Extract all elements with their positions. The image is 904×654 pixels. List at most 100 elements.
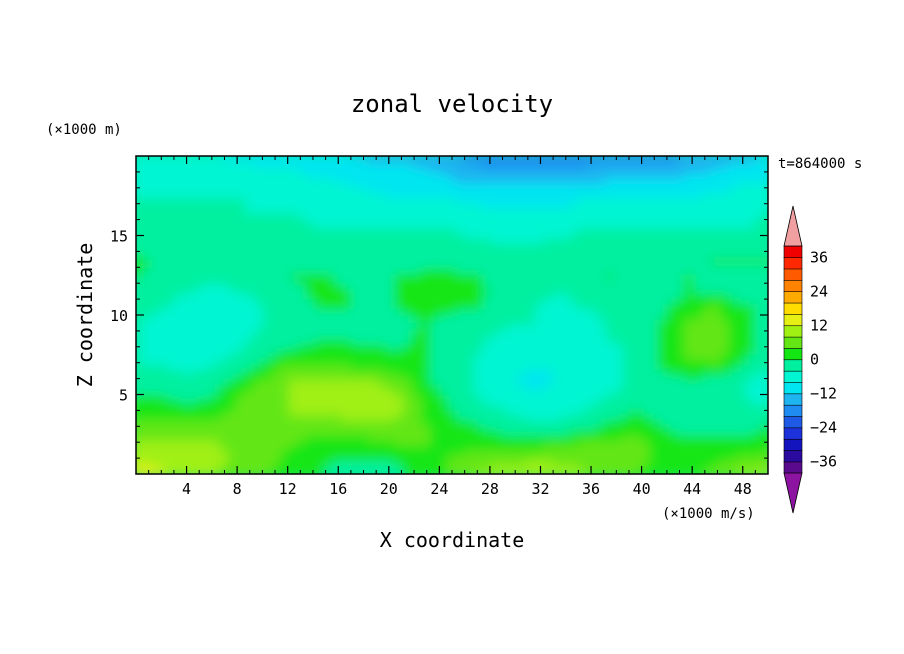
field-cell xyxy=(148,156,159,160)
field-cell xyxy=(657,304,668,311)
field-cell xyxy=(166,274,176,281)
field-cell xyxy=(236,228,247,235)
field-cell xyxy=(166,395,176,402)
field-cell xyxy=(508,213,519,220)
field-cell xyxy=(280,410,291,417)
field-cell xyxy=(482,304,492,311)
field-cell xyxy=(376,380,387,387)
field-cell xyxy=(412,223,422,230)
field-cell xyxy=(394,314,405,321)
field-cell xyxy=(499,294,510,301)
field-cell xyxy=(376,274,387,281)
field-cell xyxy=(139,264,150,271)
field-cell xyxy=(692,385,703,392)
field-cell xyxy=(315,400,326,407)
field-cell xyxy=(376,334,387,341)
field-cell xyxy=(657,385,668,392)
plot-area xyxy=(136,156,768,474)
field-cell xyxy=(552,460,563,467)
field-cell xyxy=(341,390,352,397)
field-cell xyxy=(464,208,475,215)
field-cell xyxy=(578,188,589,195)
field-cell xyxy=(192,415,203,422)
field-cell xyxy=(218,158,229,165)
field-cell xyxy=(376,284,387,291)
field-cell xyxy=(622,465,633,472)
field-cell xyxy=(438,223,449,230)
field-cell xyxy=(315,339,326,346)
field-cell xyxy=(227,440,238,447)
field-cell xyxy=(210,193,220,200)
field-cell xyxy=(136,279,141,286)
field-cell xyxy=(271,279,282,286)
field-cell xyxy=(701,304,712,311)
field-cell xyxy=(473,395,484,402)
field-cell xyxy=(684,359,694,366)
field-cell xyxy=(136,158,141,165)
field-cell xyxy=(368,395,378,402)
field-cell xyxy=(455,173,466,180)
field-cell xyxy=(324,390,334,397)
field-cell xyxy=(306,425,317,432)
field-cell xyxy=(719,344,729,351)
field-cell xyxy=(491,375,501,382)
field-cell xyxy=(359,264,370,271)
field-cell xyxy=(148,339,159,346)
field-cell xyxy=(136,349,141,356)
field-cell xyxy=(763,400,768,407)
field-cell xyxy=(719,163,729,170)
field-cell xyxy=(420,248,431,255)
field-cell xyxy=(499,193,510,200)
field-cell xyxy=(692,238,703,245)
field-cell xyxy=(333,243,343,250)
field-cell xyxy=(596,380,607,387)
field-cell xyxy=(201,223,212,230)
field-cell xyxy=(236,400,247,407)
field-cell xyxy=(745,390,756,397)
field-cell xyxy=(578,359,589,366)
field-cell xyxy=(464,410,475,417)
field-cell xyxy=(183,284,194,291)
field-cell xyxy=(166,243,176,250)
field-cell xyxy=(166,309,176,316)
field-cell xyxy=(192,410,203,417)
field-cell xyxy=(297,304,308,311)
field-cell xyxy=(649,299,659,306)
field-cell xyxy=(157,354,168,361)
field-cell xyxy=(657,460,668,467)
field-cell xyxy=(139,470,150,474)
field-cell xyxy=(254,183,264,190)
field-cell xyxy=(192,163,203,170)
field-cell xyxy=(561,324,571,331)
field-cell xyxy=(543,319,554,326)
field-cell xyxy=(447,218,457,225)
field-cell xyxy=(728,289,738,296)
field-cell xyxy=(420,319,431,326)
field-cell xyxy=(666,208,677,215)
field-cell xyxy=(499,198,510,205)
field-cell xyxy=(438,319,449,326)
field-cell xyxy=(464,289,475,296)
field-cell xyxy=(262,158,273,165)
field-cell xyxy=(341,198,352,205)
field-cell xyxy=(692,445,703,452)
field-cell xyxy=(429,284,440,291)
field-cell xyxy=(254,410,264,417)
field-cell xyxy=(227,193,238,200)
field-cell xyxy=(157,218,168,225)
field-cell xyxy=(596,324,607,331)
field-cell xyxy=(754,420,765,427)
field-cell xyxy=(605,400,615,407)
field-cell xyxy=(148,208,159,215)
field-cell xyxy=(517,269,528,276)
field-cell xyxy=(455,405,466,412)
field-cell xyxy=(657,284,668,291)
field-cell xyxy=(429,314,440,321)
field-cell xyxy=(587,359,598,366)
field-cell xyxy=(420,349,431,356)
field-cell xyxy=(227,415,238,422)
field-cell xyxy=(710,354,721,361)
field-cell xyxy=(719,279,729,286)
field-cell xyxy=(210,163,220,170)
field-cell xyxy=(306,248,317,255)
